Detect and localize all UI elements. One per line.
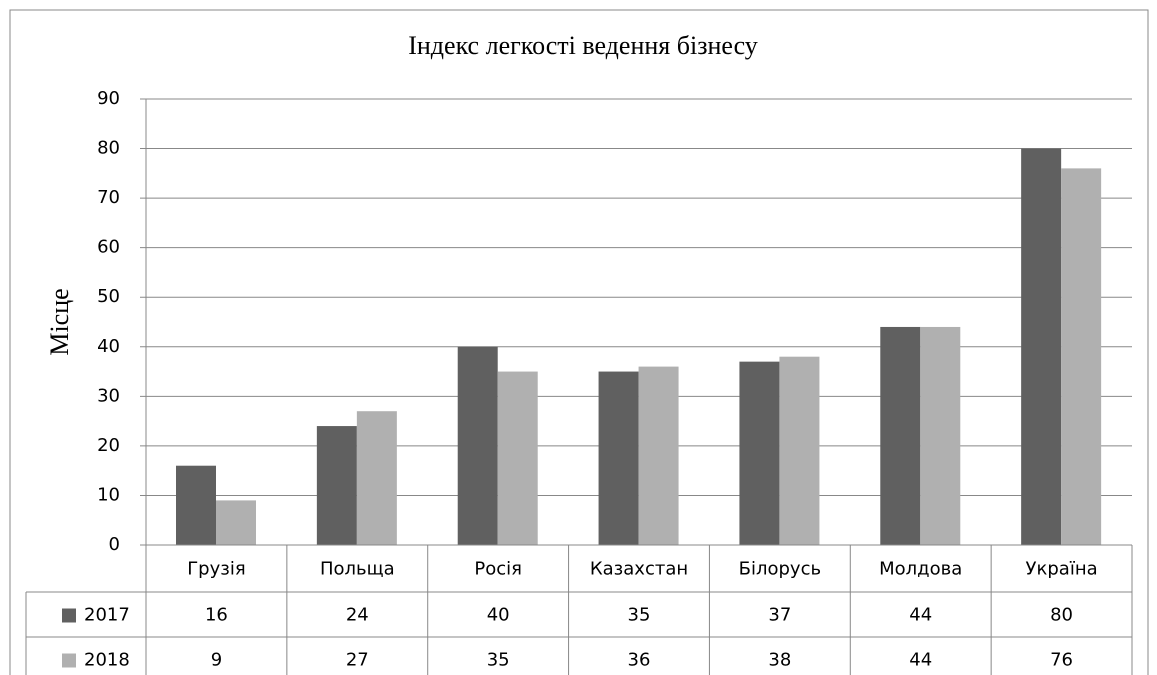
bar [598, 371, 639, 545]
y-tick-label: 50 [97, 286, 120, 307]
legend-label: 2018 [84, 650, 130, 671]
table-value: 40 [487, 605, 510, 626]
bar [316, 426, 357, 545]
y-tick-label: 90 [97, 88, 120, 109]
x-tick-label: Білорусь [739, 559, 821, 580]
bar [356, 411, 397, 545]
bar [1061, 168, 1102, 545]
bar [457, 346, 498, 545]
table-value: 27 [346, 650, 369, 671]
y-tick-label: 70 [97, 187, 120, 208]
table-value: 35 [628, 605, 651, 626]
y-axis-label: Місце [45, 288, 74, 355]
table-value: 24 [346, 605, 369, 626]
y-tick-label: 60 [97, 237, 120, 258]
legend-swatch [62, 608, 76, 623]
y-tick-label: 0 [109, 534, 120, 555]
y-tick-label: 30 [97, 385, 120, 406]
table-value: 37 [768, 605, 791, 626]
y-tick-label: 40 [97, 336, 120, 357]
bar [497, 371, 538, 545]
table-value: 36 [628, 650, 651, 671]
table-value: 9 [211, 650, 222, 671]
table-value: 44 [909, 605, 932, 626]
x-tick-label: Молдова [879, 559, 962, 580]
table-value: 80 [1050, 605, 1073, 626]
table-value: 38 [768, 650, 791, 671]
x-tick-label: Казахстан [590, 559, 688, 580]
bar [1021, 148, 1062, 546]
bar [176, 465, 216, 545]
table-value: 76 [1050, 650, 1073, 671]
x-tick-label: Україна [1026, 559, 1098, 580]
table-value: 44 [909, 650, 932, 671]
table-value: 35 [487, 650, 510, 671]
x-tick-label: Грузія [187, 559, 245, 580]
bar [216, 500, 256, 545]
chart-frame [9, 9, 1149, 675]
chart-title: Індекс легкості ведення бізнесу [408, 31, 758, 60]
bar [779, 356, 820, 545]
bar [920, 326, 961, 545]
y-tick-label: 10 [97, 484, 120, 505]
bar [739, 361, 780, 545]
table-value: 16 [205, 605, 228, 626]
y-tick-label: 80 [97, 138, 120, 159]
x-tick-label: Польща [320, 559, 395, 580]
y-tick-label: 20 [97, 435, 120, 456]
bar [880, 326, 921, 545]
legend-label: 2017 [84, 605, 130, 626]
bar [638, 366, 679, 545]
x-tick-label: Росія [474, 559, 522, 580]
legend-swatch [62, 653, 76, 668]
